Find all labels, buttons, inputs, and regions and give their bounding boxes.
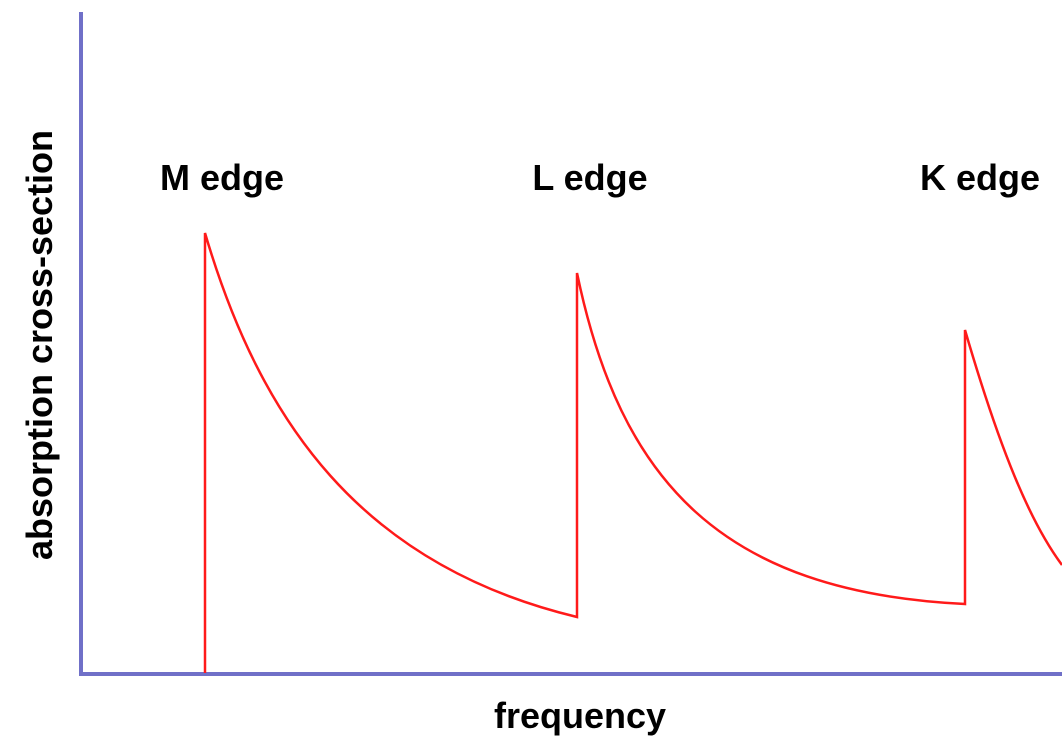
edge-label: L edge: [532, 157, 647, 198]
edge-label: K edge: [920, 157, 1040, 198]
y-axis-label: absorption cross-section: [19, 130, 60, 560]
absorption-curve: [203, 232, 1062, 673]
x-axis-label: frequency: [494, 695, 666, 736]
edge-label: M edge: [160, 157, 284, 198]
